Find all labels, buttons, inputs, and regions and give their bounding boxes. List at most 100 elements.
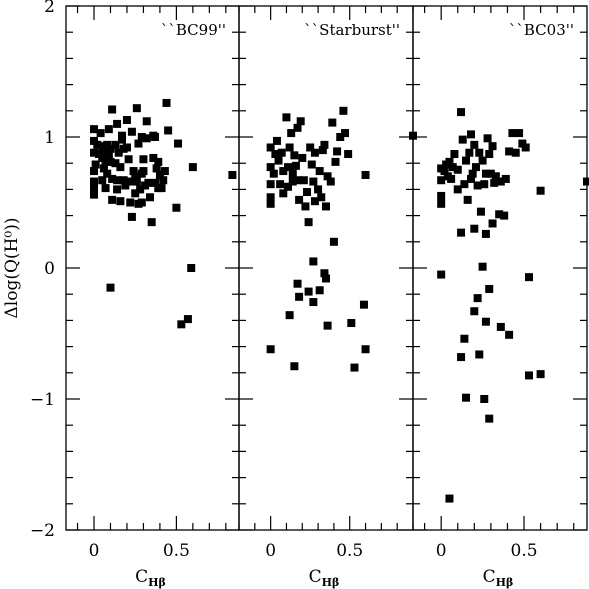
data-point	[465, 148, 474, 157]
data-point	[271, 150, 280, 159]
data-point	[164, 126, 173, 135]
data-point	[131, 189, 140, 198]
data-point	[284, 163, 293, 172]
data-point	[139, 155, 148, 164]
data-point	[266, 193, 275, 202]
data-point	[315, 167, 324, 176]
data-point	[480, 180, 489, 189]
data-point	[188, 163, 197, 172]
data-point	[108, 174, 117, 183]
data-point	[505, 147, 514, 156]
data-point	[284, 182, 293, 191]
data-point	[320, 140, 329, 149]
x-tick-label: 0	[436, 541, 447, 561]
data-point	[124, 155, 133, 164]
data-point	[103, 169, 112, 178]
data-point	[473, 294, 482, 303]
data-point	[473, 181, 482, 190]
data-point	[485, 284, 494, 293]
data-point	[269, 169, 278, 178]
data-point	[93, 140, 102, 149]
data-point	[470, 140, 479, 149]
data-point	[437, 270, 446, 279]
data-point	[121, 181, 130, 190]
data-point	[114, 148, 123, 157]
data-point	[91, 160, 100, 169]
data-point	[310, 148, 319, 157]
data-point	[496, 322, 505, 331]
data-point	[295, 292, 304, 301]
data-point	[322, 202, 330, 211]
panel-label: ``BC99''	[161, 21, 226, 39]
data-point	[131, 172, 140, 181]
data-point	[457, 228, 466, 237]
panel-frame	[412, 5, 588, 531]
data-point	[339, 106, 348, 115]
y-tick-label: 2	[44, 0, 55, 17]
y-tick-label: −1	[30, 390, 55, 410]
data-point	[480, 395, 489, 403]
data-point	[476, 207, 485, 216]
data-point	[98, 142, 107, 151]
data-point	[457, 108, 466, 117]
data-point	[266, 143, 275, 152]
data-point	[447, 174, 456, 183]
data-point	[478, 262, 487, 271]
data-point	[90, 125, 99, 134]
data-point	[146, 193, 155, 202]
data-point	[137, 198, 146, 207]
data-point	[118, 135, 127, 144]
x-axis-label-main: C	[135, 567, 148, 587]
data-point	[183, 315, 192, 324]
data-point	[450, 150, 459, 159]
data-point	[147, 218, 156, 227]
data-point	[309, 257, 318, 266]
data-point	[460, 180, 469, 189]
data-point	[90, 167, 99, 176]
data-point	[463, 195, 472, 204]
data-point	[142, 117, 151, 126]
data-point	[101, 157, 110, 166]
x-axis-label: CHβ	[309, 567, 340, 589]
y-axis-label-text: Δlog(Q(H⁰))	[2, 218, 22, 319]
y-tick-label: 0	[44, 259, 55, 279]
data-point	[315, 286, 324, 295]
data-point	[228, 170, 237, 179]
data-point	[119, 176, 128, 185]
data-point	[132, 177, 141, 186]
data-point	[481, 229, 490, 238]
data-point	[361, 345, 370, 354]
data-point	[471, 163, 480, 172]
data-point	[323, 172, 332, 181]
data-point	[154, 157, 163, 166]
data-point	[475, 148, 484, 157]
data-point	[99, 164, 108, 173]
y-axis-label: Δlog(Q(H⁰))	[2, 218, 22, 319]
x-axis-label-subscript: Hβ	[148, 576, 166, 589]
data-point	[470, 224, 479, 233]
data-point	[511, 148, 520, 157]
data-point	[314, 185, 323, 194]
panel-label: ``Starburst''	[304, 21, 400, 39]
data-point	[266, 180, 275, 189]
data-point	[468, 169, 477, 178]
x-axis-label-subscript: Hβ	[496, 576, 514, 589]
data-point	[475, 350, 484, 359]
data-point	[266, 163, 275, 172]
data-point	[136, 185, 145, 194]
data-point	[293, 123, 302, 132]
x-tick-label: 0	[265, 541, 276, 561]
data-point	[309, 177, 318, 186]
data-point	[440, 167, 449, 176]
data-point	[583, 177, 589, 186]
data-point	[304, 218, 313, 227]
data-point	[333, 147, 342, 156]
panel-frame	[65, 5, 240, 531]
data-point	[361, 170, 370, 179]
y-tick-label: 1	[44, 128, 55, 148]
data-point	[336, 133, 345, 141]
data-point	[155, 170, 164, 179]
data-point	[157, 184, 166, 193]
data-point	[483, 134, 492, 143]
